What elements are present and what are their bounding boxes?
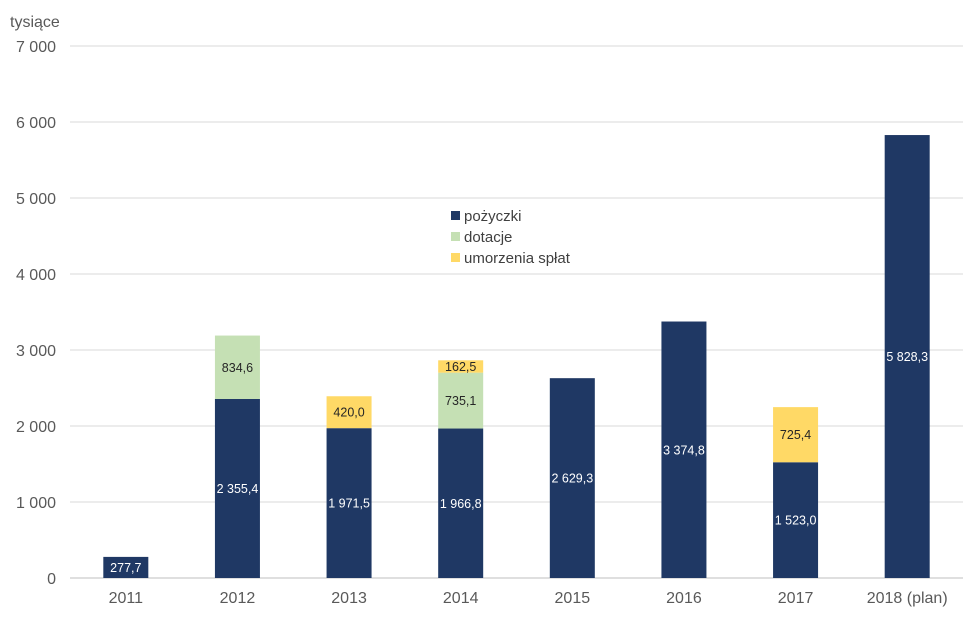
data-label: 2 355,4 xyxy=(217,482,259,496)
data-label: 162,5 xyxy=(445,360,476,374)
x-tick-label: 2017 xyxy=(778,590,814,607)
data-label: 735,1 xyxy=(445,394,476,408)
legend: pożyczki dotacje umorzenia spłat xyxy=(451,208,571,267)
data-label: 277,7 xyxy=(110,561,141,575)
bar-segment xyxy=(438,428,484,578)
data-label: 3 374,8 xyxy=(663,443,705,457)
bar-segment xyxy=(214,398,260,578)
y-axis-ticks: 0 1 000 2 000 3 000 4 000 5 000 6 000 7 000 xyxy=(16,39,56,588)
y-tick-label: 4 000 xyxy=(16,267,56,284)
data-label: 420,0 xyxy=(333,406,364,420)
bar-segment xyxy=(773,462,819,578)
x-tick-label: 2011 xyxy=(109,590,144,607)
x-tick-label: 2016 xyxy=(666,590,702,607)
data-label: 834,6 xyxy=(222,361,253,375)
data-label: 725,4 xyxy=(780,428,811,442)
x-tick-label: 2015 xyxy=(555,590,591,607)
x-tick-label: 2014 xyxy=(443,590,479,607)
y-tick-label: 3 000 xyxy=(16,343,56,360)
legend-swatch xyxy=(451,211,460,220)
gridlines xyxy=(70,45,963,579)
x-axis-ticks: 2011 2012 2013 2014 2015 2016 2017 2018 (plan) xyxy=(109,590,948,607)
y-tick-label: 1 000 xyxy=(16,495,56,512)
bar-segment xyxy=(884,135,930,578)
data-label: 1 966,8 xyxy=(440,497,482,511)
bar-segment xyxy=(103,556,149,578)
y-tick-label: 2 000 xyxy=(16,419,56,436)
data-label: 1 971,5 xyxy=(328,497,370,511)
bar-segment xyxy=(661,321,707,578)
bar-segment xyxy=(438,372,484,429)
y-tick-label: 6 000 xyxy=(16,115,56,132)
legend-swatch xyxy=(451,232,460,241)
y-tick-label: 7 000 xyxy=(16,39,56,56)
bar-segment xyxy=(438,360,484,373)
data-label: 5 828,3 xyxy=(886,350,928,364)
bar-segment xyxy=(326,396,372,429)
bar-segment xyxy=(214,335,260,399)
bar-segment xyxy=(773,407,819,463)
legend-swatch xyxy=(451,253,460,262)
bar-segment xyxy=(326,428,372,578)
bar-segment xyxy=(549,378,595,578)
legend-label: umorzenia spłat xyxy=(464,250,571,267)
legend-label: pożyczki xyxy=(464,208,522,225)
y-tick-label: 5 000 xyxy=(16,191,56,208)
x-tick-label: 2012 xyxy=(220,590,256,607)
x-tick-label: 2018 (plan) xyxy=(867,590,948,607)
data-label: 1 523,0 xyxy=(775,514,817,528)
x-tick-label: 2013 xyxy=(331,590,367,607)
y-axis-unit-label: tysiące xyxy=(10,14,60,31)
data-labels: 277,7 2 355,4 834,6 1 971,5 420,0 1 966,8 735,… xyxy=(110,350,928,575)
data-label: 2 629,3 xyxy=(551,472,593,486)
bars xyxy=(103,135,930,578)
y-tick-label: 0 xyxy=(47,571,56,588)
legend-label: dotacje xyxy=(464,229,512,246)
